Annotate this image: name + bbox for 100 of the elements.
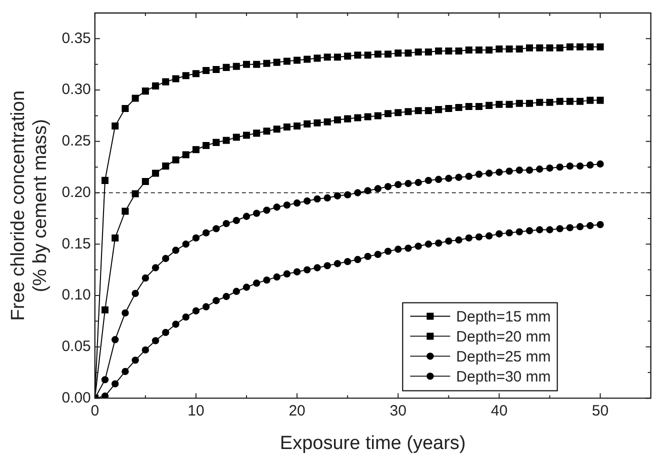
y-tick-label: 0.15 — [62, 235, 91, 252]
point — [304, 56, 311, 63]
point — [112, 336, 119, 344]
x-tick-label: 40 — [490, 402, 508, 420]
point — [324, 194, 331, 202]
point — [384, 182, 392, 190]
point — [192, 307, 200, 314]
point — [273, 204, 280, 211]
y-tick-label: 0.05 — [62, 338, 91, 355]
point — [142, 88, 149, 95]
point — [516, 228, 524, 236]
y-tick-label: 0.10 — [62, 286, 91, 304]
point — [546, 164, 554, 172]
point — [283, 201, 291, 209]
point — [122, 208, 129, 215]
point — [354, 52, 362, 59]
point — [152, 170, 160, 177]
point — [445, 105, 452, 112]
point — [152, 264, 160, 272]
point — [424, 48, 432, 56]
y-tick-label: 0.00 — [62, 389, 91, 406]
point — [253, 280, 260, 287]
point — [283, 124, 290, 131]
point — [586, 96, 594, 104]
point — [132, 356, 139, 364]
point — [202, 142, 210, 150]
point — [172, 156, 180, 164]
point — [283, 58, 290, 65]
point — [334, 192, 342, 200]
point — [435, 47, 442, 55]
point — [435, 106, 442, 114]
point — [142, 178, 149, 185]
point — [273, 273, 280, 281]
point — [596, 43, 604, 50]
point — [304, 266, 311, 274]
point — [496, 45, 503, 52]
x-axis-title: Exposure time (years) — [280, 432, 466, 454]
point — [162, 254, 170, 262]
point — [374, 50, 382, 58]
point — [414, 242, 422, 250]
point — [304, 197, 311, 205]
point — [516, 100, 523, 107]
point — [132, 190, 139, 198]
point — [485, 170, 493, 177]
point — [576, 223, 584, 230]
point — [364, 187, 372, 194]
point — [455, 174, 462, 181]
point — [253, 130, 260, 137]
point — [122, 309, 129, 317]
point — [465, 172, 472, 180]
point — [202, 67, 210, 74]
point — [132, 290, 139, 298]
point — [536, 44, 544, 52]
point — [404, 244, 412, 252]
point — [222, 292, 230, 300]
point — [374, 185, 382, 192]
point — [586, 161, 594, 169]
point — [101, 306, 109, 314]
point — [506, 45, 513, 52]
point — [394, 246, 402, 253]
point — [404, 108, 412, 116]
point — [586, 43, 594, 50]
point — [475, 170, 483, 178]
point — [182, 313, 190, 321]
point — [112, 380, 119, 388]
point — [434, 239, 442, 247]
point — [293, 268, 301, 276]
point — [192, 234, 200, 242]
point — [394, 50, 402, 57]
point — [384, 110, 392, 118]
point — [324, 118, 331, 126]
point — [566, 162, 574, 170]
point — [294, 122, 301, 130]
point — [384, 50, 392, 58]
point — [101, 376, 109, 384]
point — [374, 250, 382, 258]
point — [232, 216, 240, 224]
point — [344, 258, 352, 266]
point — [394, 180, 402, 188]
point — [414, 107, 422, 114]
point — [354, 114, 362, 122]
point — [445, 174, 452, 182]
point — [465, 102, 472, 110]
point — [192, 70, 200, 78]
point — [293, 199, 301, 207]
point — [556, 225, 564, 232]
x-tick-label: 10 — [188, 402, 204, 420]
point — [142, 346, 150, 354]
point — [232, 288, 240, 295]
point — [222, 136, 230, 144]
point — [364, 113, 372, 120]
point — [364, 252, 372, 260]
point — [414, 178, 422, 186]
point — [101, 392, 109, 398]
y-axis-title: Free chloride concentration (% by cement mass) — [8, 90, 52, 321]
point — [496, 100, 503, 108]
point — [536, 226, 544, 234]
y-tick-label: 0.25 — [62, 132, 91, 150]
point — [112, 234, 119, 242]
point — [445, 237, 452, 245]
